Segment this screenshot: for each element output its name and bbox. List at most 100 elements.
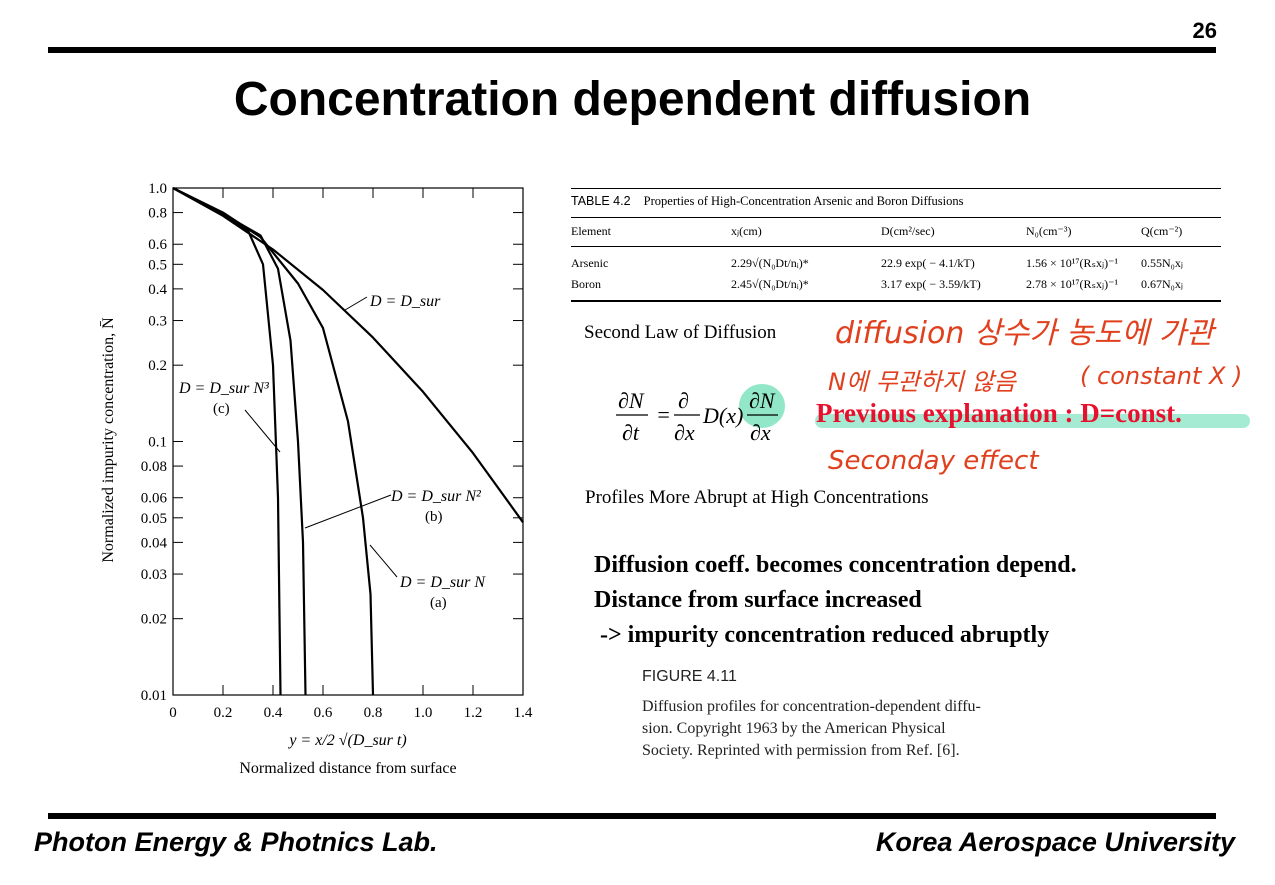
x-tick-label: 1.0	[414, 705, 433, 721]
table-header: Element	[571, 218, 731, 247]
table-cell: 0.67N₀xⱼ	[1141, 277, 1183, 291]
svg-text:∂: ∂	[678, 388, 689, 413]
handwritten-note-3: ( constant X )	[1080, 362, 1243, 390]
series-label-b: D = D_sur N²	[390, 488, 482, 505]
y-axis-label: Normalized impurity concentration, N̄	[100, 317, 117, 563]
svg-text:∂N: ∂N	[749, 388, 776, 413]
y-tick-label: 0.02	[141, 612, 167, 628]
table-cell: 2.45√(N₀Dt/nᵢ)*	[731, 277, 809, 291]
chart-curves	[172, 187, 524, 696]
series-label-b-id: (b)	[425, 509, 443, 525]
table-bottom-rule	[571, 300, 1221, 302]
table-header: N₀(cm⁻³)	[1026, 218, 1141, 247]
y-tick-label: 0.4	[148, 282, 167, 298]
summary-line: Diffusion coeff. becomes concentration d…	[594, 552, 1077, 578]
series-line-1	[172, 187, 375, 696]
table-header: xⱼ(cm)	[731, 218, 881, 247]
x-tick-label: 1.4	[514, 705, 533, 721]
y-tick-label: 0.1	[148, 435, 167, 451]
summary-line: Distance from surface increased	[594, 587, 922, 613]
x-tick-label: 1.2	[464, 705, 483, 721]
table-header: D(cm²/sec)	[881, 218, 1026, 247]
x-tick-label: 0.8	[364, 705, 383, 721]
chart-ticks: 1.0 0.8 0.6 0.5 0.4 0.3 0.2 0.1 0.08 0.06 0.05 0.04…	[141, 181, 533, 721]
y-tick-label: 0.03	[141, 567, 167, 583]
svg-text:=: =	[656, 402, 671, 427]
table-label: TABLE 4.2	[571, 194, 631, 208]
table-cell: 0.55N₀xⱼ	[1141, 256, 1183, 270]
table-header: Q(cm⁻²)	[1141, 218, 1221, 247]
table-cell: 1.56 × 10¹⁷(Rₛxⱼ)⁻¹	[1026, 256, 1119, 270]
footer-rule	[48, 813, 1216, 819]
caption-line: Diffusion profiles for concentration-dep…	[642, 698, 981, 715]
series-label-dsur: D = D_sur	[369, 293, 441, 310]
x-axis-label: Normalized distance from surface	[239, 760, 456, 777]
header-rule	[48, 47, 1216, 53]
svg-text:∂N: ∂N	[618, 388, 645, 413]
diffusion-chart: 1.0 0.8 0.6 0.5 0.4 0.3 0.2 0.1 0.08 0.06 0.05 0.04…	[100, 181, 533, 777]
table-cell: Arsenic	[571, 256, 609, 270]
figure-label: FIGURE 4.11	[642, 668, 737, 685]
table-cell: 22.9 exp( − 4.1/kT)	[881, 256, 975, 270]
highlight-stroke	[815, 414, 1250, 428]
y-tick-label: 0.06	[141, 491, 168, 507]
series-line-2	[172, 187, 307, 696]
table-row: Arsenic 2.29√(N₀Dt/nᵢ)* 22.9 exp( − 4.1/…	[571, 247, 1221, 275]
profiles-label: Profiles More Abrupt at High Concentrati…	[585, 487, 929, 508]
table-cell: 3.17 exp( − 3.59/kT)	[881, 277, 981, 291]
table-caption: Properties of High-Concentration Arsenic…	[643, 194, 964, 208]
y-tick-label: 0.5	[148, 257, 167, 273]
table-row: Boron 2.45√(N₀Dt/nᵢ)* 3.17 exp( − 3.59/k…	[571, 274, 1221, 295]
table-title: TABLE 4.2 Properties of High-Concentrati…	[571, 194, 964, 209]
leader-b	[304, 494, 392, 529]
handwritten-note-4: Seconday effect	[828, 446, 1039, 476]
y-tick-label: 0.3	[148, 314, 167, 330]
series-label-a-id: (a)	[430, 595, 447, 611]
x-axis-formula: y = x/2 √(D_sur t)	[287, 732, 406, 749]
table-top-rule	[571, 188, 1221, 189]
y-tick-label: 0.04	[141, 535, 168, 551]
series-line-3	[172, 187, 282, 696]
table-cell: 2.78 × 10¹⁷(Rₛxⱼ)⁻¹	[1026, 277, 1119, 291]
leader-a	[369, 544, 398, 578]
equation-highlight	[739, 384, 785, 428]
svg-text:∂x: ∂x	[674, 420, 695, 445]
y-tick-label: 0.6	[148, 237, 167, 253]
page-title: Concentration dependent diffusion	[233, 73, 1032, 126]
y-tick-label: 0.01	[141, 688, 167, 704]
handwritten-note-2: N에 무관하지 않음	[828, 368, 1016, 396]
series-label-a: D = D_sur N	[399, 574, 486, 591]
table-cell: 2.29√(N₀Dt/nᵢ)*	[731, 256, 809, 270]
series-line-0	[172, 187, 524, 523]
x-tick-label: 0.2	[214, 705, 233, 721]
caption-line: Society. Reprinted with permission from …	[642, 742, 960, 759]
series-label-c: D = D_sur N³	[178, 380, 269, 397]
summary-text: Diffusion coeff. becomes concentration d…	[594, 548, 1077, 653]
svg-text:∂x: ∂x	[750, 420, 771, 445]
y-tick-label: 0.8	[148, 206, 167, 222]
footer-lab-name: Photon Energy & Photnics Lab.	[34, 827, 438, 857]
table-cell: Boron	[571, 277, 601, 291]
plot-frame	[172, 187, 524, 696]
diffusion-equation: ∂N ∂t = ∂ ∂x D(x) ∂N ∂x	[616, 384, 785, 445]
properties-table: Element xⱼ(cm) D(cm²/sec) N₀(cm⁻³) Q(cm⁻…	[571, 218, 1221, 295]
figure-caption: FIGURE 4.11 Diffusion profiles for conce…	[642, 668, 1072, 762]
leader-c	[244, 409, 281, 453]
handwritten-note-1: diffusion 상수가 농도에 가관	[835, 316, 1214, 351]
previous-explanation: Previous explanation : D=const.	[816, 398, 1182, 428]
svg-text:D(x): D(x)	[702, 403, 743, 428]
caption-line: sion. Copyright 1963 by the American Phy…	[642, 720, 946, 737]
y-tick-label: 1.0	[148, 181, 167, 197]
svg-text:∂t: ∂t	[622, 420, 640, 445]
leader-dsur	[344, 296, 368, 311]
x-tick-label: 0.4	[264, 705, 283, 721]
page-number: 26	[1192, 18, 1217, 43]
y-tick-label: 0.05	[141, 511, 167, 527]
footer-university: Korea Aerospace University	[875, 827, 1235, 857]
table-head-rule	[571, 217, 1221, 218]
series-label-c-id: (c)	[213, 401, 230, 417]
x-tick-label: 0.6	[314, 705, 333, 721]
x-tick-label: 0	[169, 705, 177, 721]
summary-line: -> impurity concentration reduced abrupt…	[594, 622, 1050, 648]
y-tick-label: 0.2	[148, 358, 167, 374]
